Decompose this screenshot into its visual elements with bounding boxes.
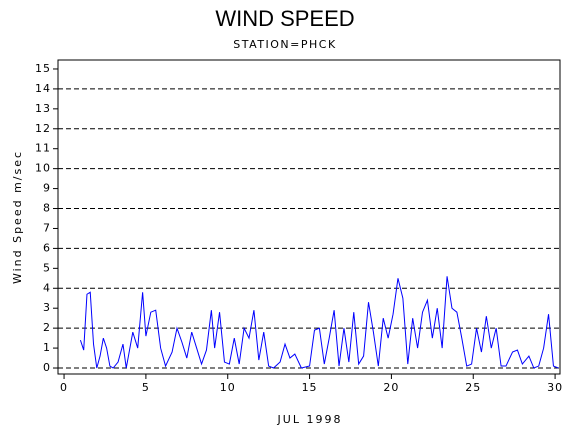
y-tick-label: 8 [43, 202, 51, 215]
y-tick-label: 7 [43, 221, 51, 234]
plot-frame [57, 59, 561, 375]
y-tick-label: 13 [35, 102, 51, 115]
chart-title: WIND SPEED [215, 6, 354, 31]
x-tick-label: 5 [142, 381, 150, 394]
y-tick-label: 5 [43, 261, 51, 274]
x-tick-label: 15 [302, 381, 318, 394]
x-tick-label: 0 [60, 381, 68, 394]
y-tick-label: 3 [43, 301, 51, 314]
y-tick-label: 1 [43, 341, 51, 354]
y-axis-label: Wind Speed m/sec [11, 150, 24, 284]
y-tick-label: 12 [35, 122, 51, 135]
x-tick-label: 30 [547, 381, 563, 394]
y-tick-label: 2 [43, 321, 51, 334]
y-tick-label: 10 [35, 162, 51, 175]
y-tick-label: 15 [35, 62, 51, 75]
y-tick-label: 0 [43, 361, 51, 374]
x-axis-label: JUL 1998 [277, 413, 343, 426]
x-tick-label: 10 [220, 381, 236, 394]
x-tick-label: 20 [383, 381, 399, 394]
chart-subtitle: STATION=PHCK [233, 38, 336, 51]
y-tick-label: 6 [43, 241, 51, 254]
y-tick-label: 9 [43, 182, 51, 195]
y-tick-label: 14 [35, 82, 51, 95]
y-tick-label: 11 [35, 142, 51, 155]
y-tick-label: 4 [43, 281, 51, 294]
x-tick-label: 25 [465, 381, 481, 394]
data-line [79, 276, 559, 369]
